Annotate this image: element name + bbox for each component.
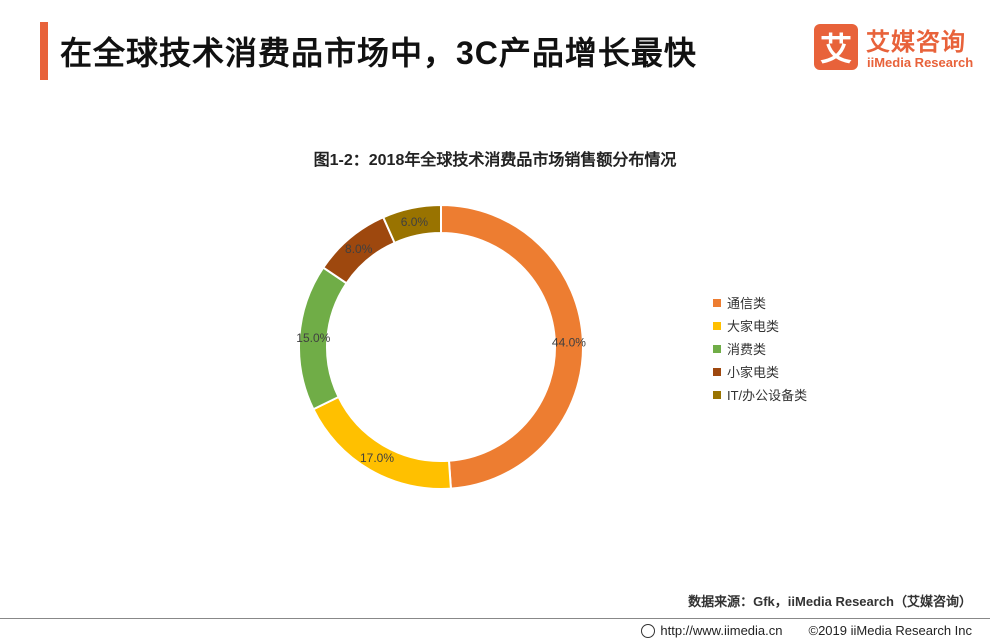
logo-mark-icon: 艾	[814, 24, 858, 70]
donut-label-5: 6.0%	[401, 215, 429, 229]
legend-swatch	[713, 390, 721, 399]
logo-chinese-name: 艾媒咨询	[866, 29, 966, 56]
legend-item-1: 通信类	[713, 291, 807, 314]
footer-copyright: ©2019 iiMedia Research Inc	[808, 623, 973, 638]
legend-item-4: 小家电类	[713, 360, 807, 383]
donut-label-4: 8.0%	[345, 242, 373, 256]
chart-legend: 通信类大家电类消费类小家电类 IT/办公设备类	[713, 291, 807, 406]
legend-item-3: 消费类	[713, 337, 807, 360]
page-title: 在全球技术消费品市场中，3C产品增长最快	[60, 35, 697, 71]
legend-swatch	[713, 298, 721, 307]
legend-item-5: IT/办公设备类	[713, 383, 807, 406]
logo-english-name: iiMedia Research	[867, 55, 974, 70]
iimedia-logo: 艾 艾媒咨询 iiMedia Research	[814, 22, 978, 78]
donut-label-3: 15.0%	[296, 331, 330, 345]
legend-swatch	[713, 321, 721, 330]
footer-url[interactable]: http://www.iimedia.cn	[660, 623, 783, 638]
footer: http://www.iimedia.cn ©2019 iiMedia Rese…	[641, 623, 972, 638]
legend-label: 大家电类	[727, 319, 780, 334]
legend-item-2: 大家电类	[713, 314, 807, 337]
legend-label: 小家电类	[727, 365, 780, 380]
legend-swatch	[713, 344, 721, 353]
legend-label: IT/办公设备类	[727, 388, 808, 403]
legend-label: 通信类	[727, 296, 767, 311]
donut-label-1: 44.0%	[552, 336, 586, 350]
footer-divider	[0, 618, 990, 619]
donut-label-2: 17.0%	[360, 451, 394, 465]
legend-swatch	[713, 367, 721, 376]
globe-icon	[641, 623, 656, 638]
data-source: 数据来源：Gfk，iiMedia Research（艾媒咨询）	[688, 594, 972, 609]
donut-slice-2	[312, 395, 452, 490]
title-accent-bar	[40, 22, 48, 80]
chart-title: 图1-2：2018年全球技术消费品市场销售额分布情况	[313, 152, 677, 169]
legend-label: 消费类	[727, 342, 767, 357]
donut-slice-5	[381, 203, 442, 245]
